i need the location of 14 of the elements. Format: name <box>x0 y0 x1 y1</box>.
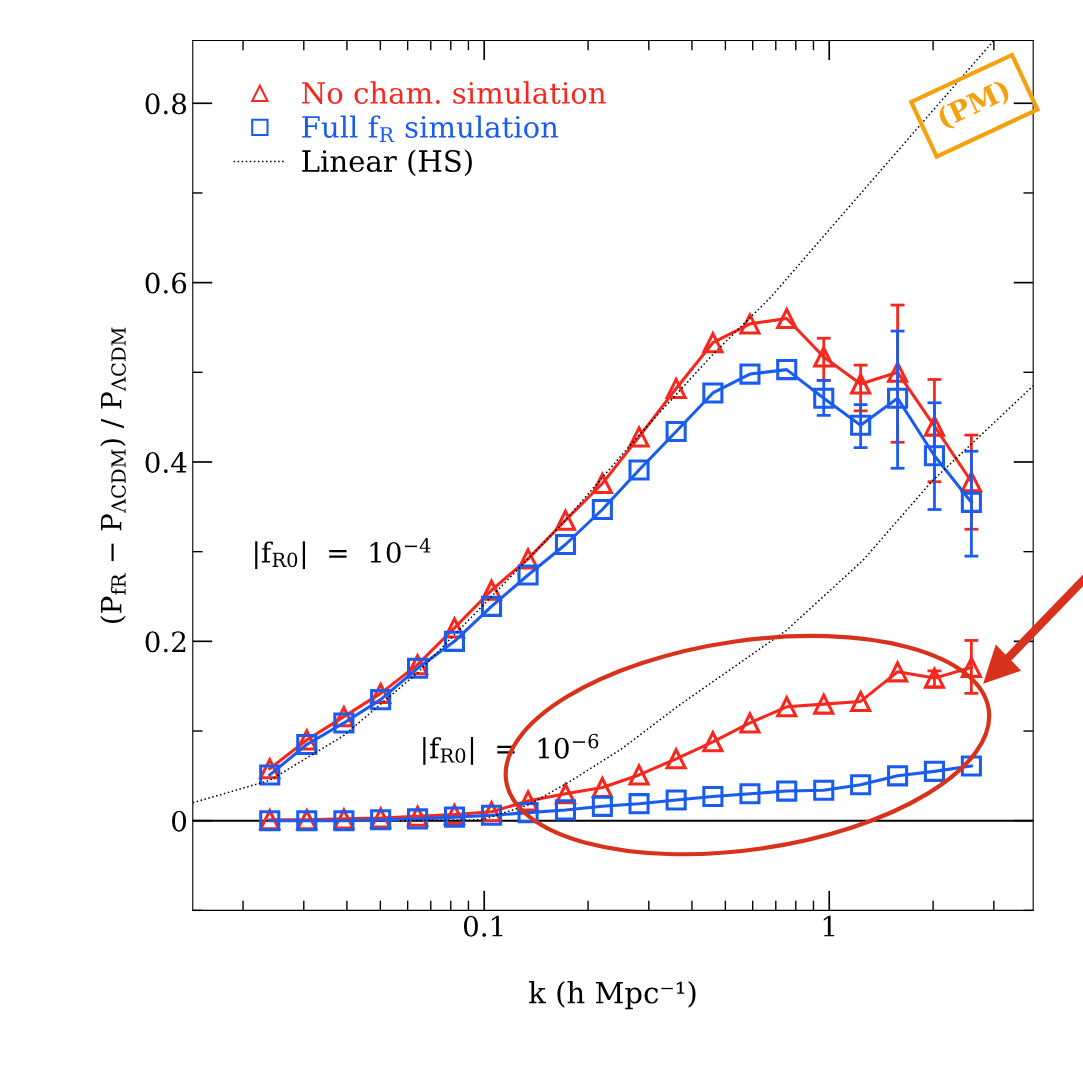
y-tick-label: 0.6 <box>145 272 187 294</box>
x-tick-label: 0.1 <box>463 915 503 937</box>
x-axis-title: k (h Mpc⁻¹) <box>528 981 696 1010</box>
annotation: (PM) <box>935 78 1013 132</box>
x-tick-label: 1 <box>823 915 835 937</box>
legend-label: Full f$_{R}$ simulation <box>302 115 559 143</box>
y-tick-label: 0.2 <box>145 631 186 653</box>
y-tick-label: 0.4 <box>145 451 187 473</box>
y-tick-label: 0 <box>172 810 187 832</box>
annotation: |f$_{R0}$| = 10$^{−4}$ <box>255 538 431 570</box>
y-axis-title: (P$_{fR}$ − P$_{ΛCDM}$) / P$_{ΛCDM}$ <box>100 327 126 623</box>
y-tick-label: 0.8 <box>145 93 187 115</box>
legend-label: No cham. simulation <box>302 81 606 104</box>
legend-label: Linear (HS) <box>302 149 472 177</box>
